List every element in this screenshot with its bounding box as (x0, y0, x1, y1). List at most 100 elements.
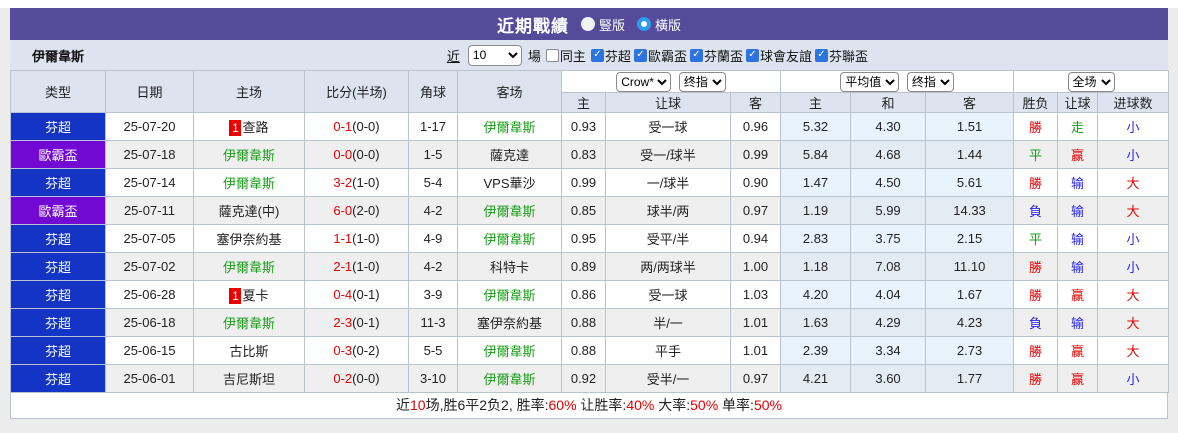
results-table: 类型 日期 主场 比分(半场) 角球 客场 Crow* 终指 平均值 终指 全场 (10, 70, 1170, 393)
home-team-cell: 古比斯 (193, 336, 305, 365)
near-count-select[interactable]: 10 (467, 44, 522, 66)
radio-icon[interactable] (580, 17, 595, 31)
match-row: 芬超 25-07-20 1 查路 0-1(0-0) 1-17 伊爾韋斯 0.93 … (10, 112, 1170, 141)
same-home-option[interactable]: 同主 (545, 46, 586, 65)
radio-icon[interactable] (637, 17, 651, 31)
league-filter-option[interactable]: ✓ 芬蘭盃 (689, 46, 743, 65)
league-filter-option[interactable]: ✓ 球會友誼 (745, 46, 812, 65)
odds-handicap-cell: 一/球半 (605, 168, 731, 197)
col-header-handicap-result: 让球 (1057, 92, 1099, 113)
goals-result-cell: 小 (1097, 112, 1170, 141)
league-filter-option[interactable]: ✓ 芬聯盃 (814, 46, 868, 65)
avg-final-select[interactable]: 终指 (906, 71, 954, 92)
avg-draw-cell: 4.29 (850, 308, 927, 337)
home-team-cell: 伊爾韋斯 (193, 168, 305, 197)
odds-home-cell: 0.99 (561, 168, 606, 197)
halftime-score: (0-0) (352, 119, 380, 134)
odds-home-cell: 0.93 (561, 112, 606, 141)
match-type: 芬超 (10, 308, 106, 337)
home-team-cell: 伊爾韋斯 (193, 252, 305, 281)
match-row: 歐霸盃 25-07-18 伊爾韋斯 0-0(0-0) 1-5 薩克達 0.83 … (10, 140, 1170, 169)
avg-away-cell: 5.61 (925, 168, 1015, 197)
avg-draw-cell: 7.08 (850, 252, 927, 281)
view-radio-option[interactable]: 豎版 (580, 15, 625, 34)
match-row: 芬超 25-07-05 塞伊奈約基 1-1(1-0) 4-9 伊爾韋斯 0.95… (10, 224, 1170, 253)
view-radio-group: 豎版 橫版 (580, 15, 681, 34)
same-home-checkbox[interactable] (545, 48, 559, 62)
odds-source-select[interactable]: Crow* (616, 71, 672, 92)
fulltime-score: 0-4 (333, 287, 353, 302)
avg-home-cell: 1.47 (780, 168, 852, 197)
avg-home-cell: 2.39 (780, 336, 852, 365)
summary-segment: 单率: (718, 397, 754, 413)
handicap-result-cell: 赢 (1057, 140, 1099, 169)
corners-cell: 4-2 (408, 252, 458, 281)
home-team-name: 伊爾韋斯 (222, 316, 275, 331)
away-team-name: 伊爾韋斯 (483, 288, 536, 303)
away-team-cell: 伊爾韋斯 (457, 336, 562, 365)
result-cell: 勝 (1013, 252, 1059, 281)
col-header-avg-draw: 和 (850, 92, 927, 113)
view-radio-option[interactable]: 橫版 (637, 15, 681, 34)
home-team-cell: 伊爾韋斯 (193, 140, 305, 169)
handicap-result-cell: 走 (1057, 112, 1099, 141)
filter-bar: 伊爾韋斯 近 10 場 同主 ✓ 芬超 ✓ 歐霸盃 ✓ 芬蘭盃 ✓ 球會友誼 ✓ 芬聯盃 (10, 40, 1168, 70)
result-cell: 負 (1013, 308, 1059, 337)
corners-cell: 5-5 (408, 336, 458, 365)
odds-home-cell: 0.92 (561, 364, 606, 393)
home-team-cell: 伊爾韋斯 (193, 308, 305, 337)
corners-cell: 11-3 (408, 308, 458, 337)
corners-cell: 4-2 (408, 196, 458, 225)
league-filter-option[interactable]: ✓ 歐霸盃 (633, 46, 687, 65)
same-home-label: 同主 (559, 48, 586, 64)
match-type: 芬超 (10, 280, 106, 309)
league-checkbox[interactable]: ✓ (814, 48, 828, 62)
filter-controls: 近 10 場 同主 ✓ 芬超 ✓ 歐霸盃 ✓ 芬蘭盃 ✓ 球會友誼 ✓ 芬聯盃 (447, 44, 868, 66)
avg-type-select[interactable]: 平均值 (840, 71, 900, 92)
radio-label: 豎版 (598, 17, 625, 33)
score-cell: 0-0(0-0) (304, 140, 409, 169)
league-checkbox[interactable]: ✓ (689, 48, 703, 62)
league-checkbox[interactable]: ✓ (633, 48, 647, 62)
summary-segment: 近 (396, 397, 411, 413)
result-cell: 平 (1013, 140, 1059, 169)
match-row: 芬超 25-06-15 古比斯 0-3(0-2) 5-5 伊爾韋斯 0.88 平… (10, 336, 1170, 365)
fulltime-score: 2-3 (333, 315, 353, 330)
odds-handicap-cell: 受半/一 (605, 364, 731, 393)
away-team-name: 科特卡 (489, 260, 529, 275)
match-date: 25-07-14 (105, 168, 194, 197)
odds-handicap-cell: 平手 (605, 336, 731, 365)
match-type: 芬超 (10, 168, 106, 197)
league-filter-option[interactable]: ✓ 芬超 (590, 46, 631, 65)
fulltime-score: 2-1 (333, 259, 353, 274)
match-row: 芬超 25-06-01 吉尼斯坦 0-2(0-0) 3-10 伊爾韋斯 0.92… (10, 364, 1170, 393)
league-label: 芬超 (604, 48, 631, 64)
col-header-date: 日期 (105, 70, 194, 113)
away-team-name: 伊爾韋斯 (483, 372, 536, 387)
match-date: 25-07-11 (105, 196, 194, 225)
score-cell: 2-3(0-1) (304, 308, 409, 337)
odds-home-cell: 0.85 (561, 196, 606, 225)
odds-final-select[interactable]: 终指 (678, 71, 726, 92)
handicap-result-cell: 输 (1057, 252, 1099, 281)
home-team-name: 伊爾韋斯 (222, 260, 275, 275)
goals-result-cell: 大 (1097, 196, 1170, 225)
scope-select[interactable]: 全场 (1067, 71, 1115, 92)
odds-home-cell: 0.95 (561, 224, 606, 253)
corners-cell: 4-9 (408, 224, 458, 253)
summary-line: 近10场,胜6平2负2, 胜率:60% 让胜率:40% 大率:50% 单率:50… (10, 393, 1168, 419)
halftime-score: (1-0) (352, 175, 380, 190)
league-checkbox[interactable]: ✓ (745, 48, 759, 62)
handicap-result-cell: 输 (1057, 168, 1099, 197)
league-checkbox[interactable]: ✓ (590, 48, 604, 62)
avg-away-cell: 2.73 (925, 336, 1015, 365)
away-team-name: 塞伊奈約基 (476, 316, 542, 331)
corners-cell: 1-17 (408, 112, 458, 141)
col-header-home: 主场 (193, 70, 305, 113)
handicap-result-cell: 赢 (1057, 364, 1099, 393)
halftime-score: (0-2) (352, 343, 380, 358)
avg-draw-cell: 4.04 (850, 280, 927, 309)
rank-badge: 1 (229, 120, 242, 137)
col-header-avg-home: 主 (780, 92, 852, 113)
goals-result-cell: 小 (1097, 364, 1170, 393)
